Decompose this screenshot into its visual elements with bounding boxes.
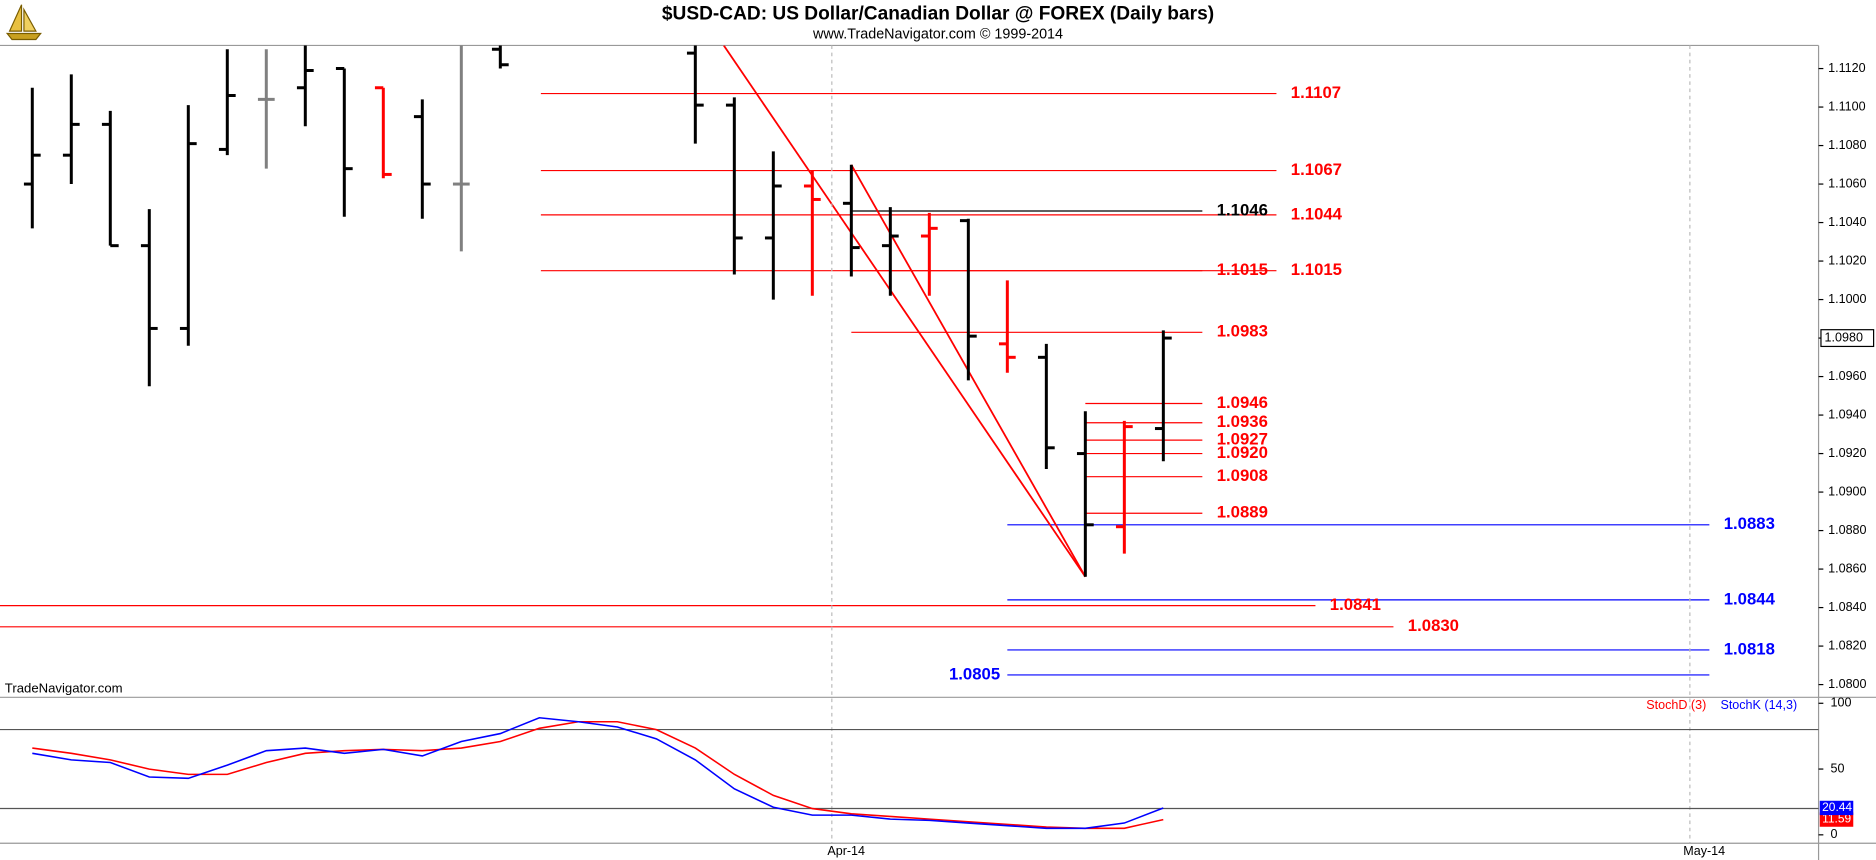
- level-label: 1.1107: [1291, 83, 1341, 102]
- level-label: 1.1015: [1217, 260, 1268, 279]
- level-label: 1.1044: [1291, 204, 1343, 223]
- y-tick-label: 1.1040: [1828, 215, 1866, 229]
- y-tick-label: 1.1000: [1828, 292, 1866, 306]
- level-label: 1.0883: [1724, 514, 1775, 533]
- last-price-label: 1.0980: [1825, 330, 1863, 344]
- chart-title: $USD-CAD: US Dollar/Canadian Dollar @ FO…: [662, 3, 1214, 24]
- y-tick-label: 50: [1831, 761, 1845, 775]
- last-value-label: 20.44: [1822, 800, 1852, 814]
- y-tick-label: 1.1020: [1828, 253, 1866, 267]
- level-label: 1.1067: [1291, 160, 1342, 179]
- x-tick-label: Apr-14: [827, 844, 865, 858]
- level-label: 1.0818: [1724, 639, 1775, 658]
- stoch-line: [32, 716, 1164, 830]
- y-tick-label: 1.0880: [1828, 523, 1866, 537]
- level-label: 1.0830: [1408, 616, 1459, 635]
- y-tick-label: 1.1060: [1828, 176, 1866, 190]
- y-tick-label: 1.1100: [1828, 99, 1865, 113]
- last-value-box: [1819, 812, 1854, 827]
- level-label: 1.0844: [1724, 589, 1776, 608]
- last-value-label: 11.59: [1822, 812, 1851, 826]
- y-tick-label: 1.0900: [1828, 484, 1866, 498]
- y-tick-label: 100: [1831, 696, 1852, 710]
- level-label: 1.0908: [1217, 466, 1268, 485]
- chart-subtitle: www.TradeNavigator.com © 1999-2014: [812, 26, 1063, 42]
- logo: [5, 4, 42, 41]
- last-value-box: [1819, 800, 1854, 816]
- level-label: 1.0946: [1217, 393, 1268, 412]
- level-label: 1.0927: [1217, 430, 1268, 449]
- level-label: 1.0805: [949, 664, 1000, 683]
- y-tick-label: 1.1080: [1828, 138, 1866, 152]
- legend-entry: StochK (14,3): [1720, 698, 1797, 712]
- trend-line: [723, 45, 1087, 578]
- last-price-box: [1820, 329, 1875, 348]
- x-tick-label: May-14: [1683, 844, 1725, 858]
- level-label: 1.1015: [1291, 260, 1342, 279]
- y-tick-label: 0: [1831, 827, 1838, 841]
- y-tick-label: 1.0840: [1828, 600, 1866, 614]
- watermark: TradeNavigator.com: [5, 680, 123, 695]
- level-label: 1.0889: [1217, 503, 1268, 522]
- y-tick-label: 1.0820: [1828, 638, 1866, 652]
- stoch-line: [32, 720, 1164, 830]
- level-label: 1.1046: [1217, 200, 1268, 219]
- level-label: 1.0841: [1330, 595, 1381, 614]
- level-label: 1.0983: [1217, 322, 1268, 341]
- legend-entry: StochD (3): [1646, 698, 1706, 712]
- y-tick-label: 1.0940: [1828, 407, 1866, 421]
- y-tick-label: 1.0860: [1828, 561, 1866, 575]
- level-label: 1.0936: [1217, 412, 1268, 431]
- y-tick-label: 1.0920: [1828, 446, 1866, 460]
- y-tick-label: 1.1120: [1828, 61, 1865, 75]
- price-plot: [0, 45, 1710, 676]
- y-tick-label: 1.0960: [1828, 369, 1866, 383]
- y-tick-label: 1.0800: [1828, 677, 1866, 691]
- level-label: 1.0920: [1217, 443, 1268, 462]
